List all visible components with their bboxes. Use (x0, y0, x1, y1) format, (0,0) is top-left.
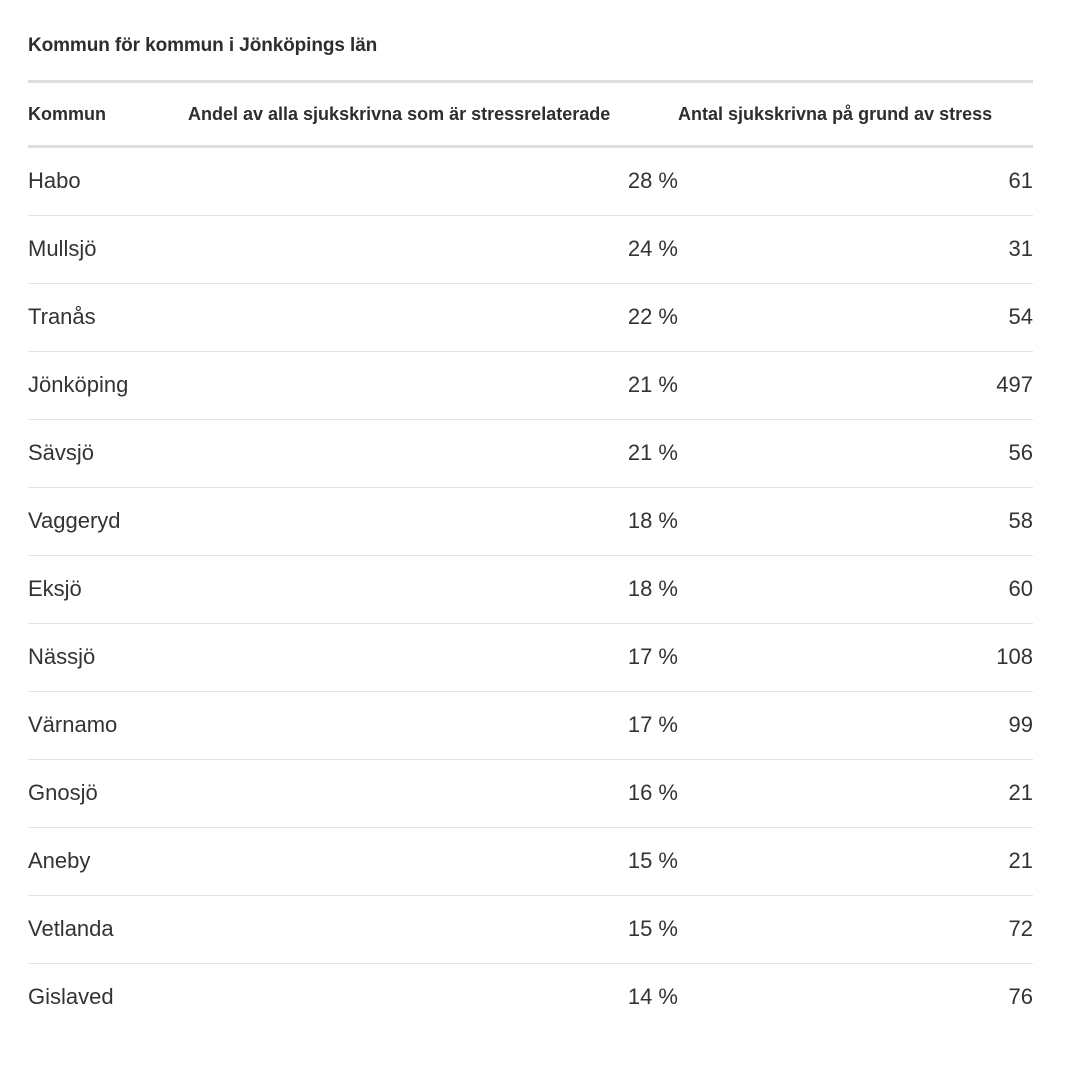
table-row: Mullsjö 24 % 31 (28, 216, 1033, 284)
cell-kommun: Jönköping (28, 372, 129, 397)
cell-andel-stressrelaterade: 24 % (627, 236, 678, 261)
cell-andel-stressrelaterade: 17 % (627, 644, 678, 669)
column-header-antal-sjukskrivna: Antal sjukskrivna på grund av stress (678, 104, 993, 124)
cell-antal-sjukskrivna: 99 (1008, 712, 1033, 737)
table-row: Jönköping 21 % 497 (28, 352, 1033, 420)
cell-antal-sjukskrivna: 21 (1008, 848, 1033, 873)
cell-antal-sjukskrivna: 58 (1008, 508, 1033, 533)
cell-antal-sjukskrivna: 108 (996, 644, 1033, 669)
cell-kommun: Mullsjö (28, 236, 97, 261)
cell-antal-sjukskrivna: 31 (1008, 236, 1033, 261)
cell-antal-sjukskrivna: 56 (1008, 440, 1033, 465)
cell-antal-sjukskrivna: 61 (1008, 168, 1033, 193)
cell-andel-stressrelaterade: 15 % (627, 916, 678, 941)
table-header: Kommun Andel av alla sjukskrivna som är … (28, 81, 1033, 147)
cell-kommun: Habo (28, 168, 81, 193)
table-row: Vetlanda 15 % 72 (28, 896, 1033, 964)
cell-kommun: Värnamo (28, 712, 118, 737)
cell-kommun: Eksjö (28, 576, 82, 601)
cell-antal-sjukskrivna: 54 (1008, 304, 1033, 329)
page-title: Kommun för kommun i Jönköpings län (28, 35, 378, 56)
cell-andel-stressrelaterade: 16 % (627, 780, 678, 805)
cell-antal-sjukskrivna: 497 (996, 372, 1033, 397)
cell-kommun: Tranås (28, 304, 96, 329)
table-row: Värnamo 17 % 99 (28, 692, 1033, 760)
table-row: Tranås 22 % 54 (28, 284, 1033, 352)
cell-kommun: Vetlanda (28, 916, 114, 941)
cell-andel-stressrelaterade: 28 % (627, 168, 678, 193)
table-row: Habo 28 % 61 (28, 147, 1033, 216)
table-body: Habo 28 % 61 Mullsjö 24 % 31 Tranås 22 % 54 Jönkö… (28, 147, 1033, 1032)
column-header-andel-stressrelaterade: Andel av alla sjukskrivna som är stressr… (188, 104, 611, 124)
table-row: Eksjö 18 % 60 (28, 556, 1033, 624)
table-row: Aneby 15 % 21 (28, 828, 1033, 896)
table-row: Vaggeryd 18 % 58 (28, 488, 1033, 556)
column-header-kommun: Kommun (28, 104, 106, 124)
table-header-row: Kommun Andel av alla sjukskrivna som är … (28, 81, 1033, 147)
cell-kommun: Sävsjö (28, 440, 95, 465)
cell-kommun: Aneby (28, 848, 91, 873)
cell-andel-stressrelaterade: 18 % (627, 576, 678, 601)
cell-andel-stressrelaterade: 21 % (627, 372, 678, 397)
cell-andel-stressrelaterade: 18 % (627, 508, 678, 533)
cell-kommun: Gislaved (28, 984, 114, 1009)
cell-antal-sjukskrivna: 76 (1008, 984, 1033, 1009)
cell-andel-stressrelaterade: 21 % (627, 440, 678, 465)
cell-kommun: Gnosjö (28, 780, 98, 805)
cell-antal-sjukskrivna: 21 (1008, 780, 1033, 805)
cell-kommun: Vaggeryd (28, 508, 121, 533)
cell-andel-stressrelaterade: 15 % (627, 848, 678, 873)
kommun-stress-table: Kommun Andel av alla sjukskrivna som är … (28, 80, 1033, 1031)
cell-andel-stressrelaterade: 14 % (627, 984, 678, 1009)
table-row: Gnosjö 16 % 21 (28, 760, 1033, 828)
cell-andel-stressrelaterade: 22 % (627, 304, 678, 329)
cell-antal-sjukskrivna: 60 (1008, 576, 1033, 601)
table-row: Nässjö 17 % 108 (28, 624, 1033, 692)
cell-antal-sjukskrivna: 72 (1008, 916, 1033, 941)
cell-andel-stressrelaterade: 17 % (627, 712, 678, 737)
table-row: Gislaved 14 % 76 (28, 964, 1033, 1032)
table-row: Sävsjö 21 % 56 (28, 420, 1033, 488)
cell-kommun: Nässjö (28, 644, 96, 669)
